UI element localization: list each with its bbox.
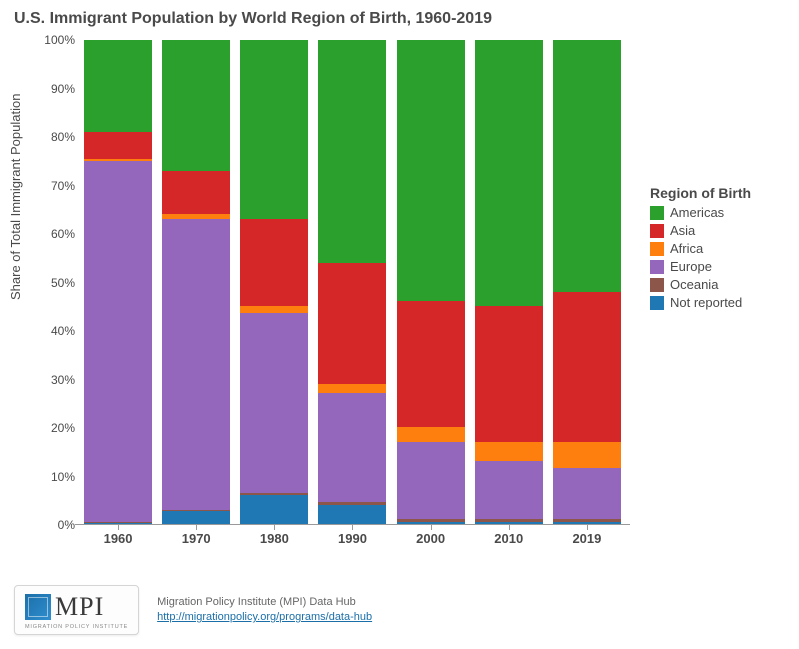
x-tick-label: 1980 <box>260 531 289 546</box>
x-tick-mark <box>352 524 353 530</box>
y-tick: 20% <box>35 421 75 435</box>
legend-item: Oceania <box>650 277 751 292</box>
x-tick-label: 1970 <box>182 531 211 546</box>
bar-column: 2019 <box>553 40 621 524</box>
bar-segment-asia <box>475 306 543 442</box>
bar-segment-africa <box>318 384 386 394</box>
bar-segment-asia <box>397 301 465 427</box>
bar-segment-americas <box>397 40 465 301</box>
bar-segment-not-reported <box>240 495 308 524</box>
bar-segment-africa <box>397 427 465 442</box>
y-tick: 60% <box>35 227 75 241</box>
y-tick: 30% <box>35 373 75 387</box>
y-tick: 70% <box>35 179 75 193</box>
x-tick-mark <box>274 524 275 530</box>
x-tick-label: 2019 <box>572 531 601 546</box>
bar-segment-europe <box>553 468 621 519</box>
bar-segment-africa <box>553 442 621 469</box>
y-tick: 50% <box>35 276 75 290</box>
legend-swatch <box>650 278 664 292</box>
y-tick: 100% <box>35 33 75 47</box>
bar-segment-europe <box>162 219 230 509</box>
y-tick: 10% <box>35 470 75 484</box>
mpi-logo: MPI Migration Policy Institute <box>14 585 139 635</box>
bar-segment-not-reported <box>162 511 230 524</box>
legend-item: Not reported <box>650 295 751 310</box>
bar-segment-americas <box>475 40 543 306</box>
y-axis: 0%10%20%30%40%50%60%70%80%90%100% <box>35 40 75 525</box>
bar-segment-asia <box>553 292 621 442</box>
bar-column: 1990 <box>318 40 386 524</box>
source-text: Migration Policy Institute (MPI) Data Hu… <box>157 595 372 610</box>
legend-swatch <box>650 296 664 310</box>
bar-column: 2010 <box>475 40 543 524</box>
bar-segment-africa <box>240 306 308 313</box>
x-tick-mark <box>431 524 432 530</box>
bar-segment-americas <box>318 40 386 263</box>
legend-label: Americas <box>670 205 724 220</box>
y-tick: 90% <box>35 82 75 96</box>
footer: MPI Migration Policy Institute Migration… <box>14 585 372 635</box>
legend-item: Europe <box>650 259 751 274</box>
bar-segment-americas <box>84 40 152 132</box>
bars-container: 1960197019801990200020102019 <box>75 40 630 525</box>
bar-segment-europe <box>397 442 465 519</box>
x-tick-label: 2010 <box>494 531 523 546</box>
x-tick-mark <box>509 524 510 530</box>
legend-title: Region of Birth <box>650 185 751 201</box>
bar-segment-europe <box>84 161 152 522</box>
chart-title: U.S. Immigrant Population by World Regio… <box>0 0 799 36</box>
bar-segment-not-reported <box>318 505 386 524</box>
legend-swatch <box>650 260 664 274</box>
legend-label: Oceania <box>670 277 718 292</box>
x-tick-mark <box>587 524 588 530</box>
bar-segment-africa <box>475 442 543 461</box>
source-link[interactable]: http://migrationpolicy.org/programs/data… <box>157 611 372 623</box>
y-tick: 0% <box>35 518 75 532</box>
legend-label: Not reported <box>670 295 742 310</box>
bar-segment-europe <box>475 461 543 519</box>
legend: Region of Birth Americas Asia Africa Europe… <box>650 185 751 313</box>
bar-segment-americas <box>240 40 308 219</box>
legend-item: Asia <box>650 223 751 238</box>
mpi-logo-subtext: Migration Policy Institute <box>25 624 128 630</box>
mpi-logo-icon <box>25 594 51 620</box>
x-tick-label: 2000 <box>416 531 445 546</box>
bar-segment-asia <box>240 219 308 306</box>
bar-segment-americas <box>553 40 621 292</box>
bar-segment-asia <box>84 132 152 159</box>
bar-segment-asia <box>162 171 230 215</box>
x-tick-label: 1990 <box>338 531 367 546</box>
y-tick: 40% <box>35 324 75 338</box>
y-tick: 80% <box>35 130 75 144</box>
plot-area: 1960197019801990200020102019 <box>75 40 630 525</box>
legend-label: Asia <box>670 223 695 238</box>
bar-column: 1960 <box>84 40 152 524</box>
legend-label: Africa <box>670 241 703 256</box>
bar-segment-europe <box>240 313 308 492</box>
bar-segment-americas <box>162 40 230 171</box>
x-tick-label: 1960 <box>104 531 133 546</box>
source-block: Migration Policy Institute (MPI) Data Hu… <box>157 595 372 626</box>
bar-column: 1970 <box>162 40 230 524</box>
legend-item: Africa <box>650 241 751 256</box>
legend-item: Americas <box>650 205 751 220</box>
bar-segment-europe <box>318 393 386 502</box>
bar-column: 1980 <box>240 40 308 524</box>
y-axis-label: Share of Total Immigrant Population <box>8 94 23 300</box>
bar-segment-asia <box>318 263 386 384</box>
x-tick-mark <box>118 524 119 530</box>
legend-items: Americas Asia Africa Europe Oceania Not repor… <box>650 205 751 310</box>
legend-swatch <box>650 224 664 238</box>
x-tick-mark <box>196 524 197 530</box>
mpi-logo-text: MPI <box>55 592 104 622</box>
legend-label: Europe <box>670 259 712 274</box>
legend-swatch <box>650 242 664 256</box>
legend-swatch <box>650 206 664 220</box>
bar-column: 2000 <box>397 40 465 524</box>
